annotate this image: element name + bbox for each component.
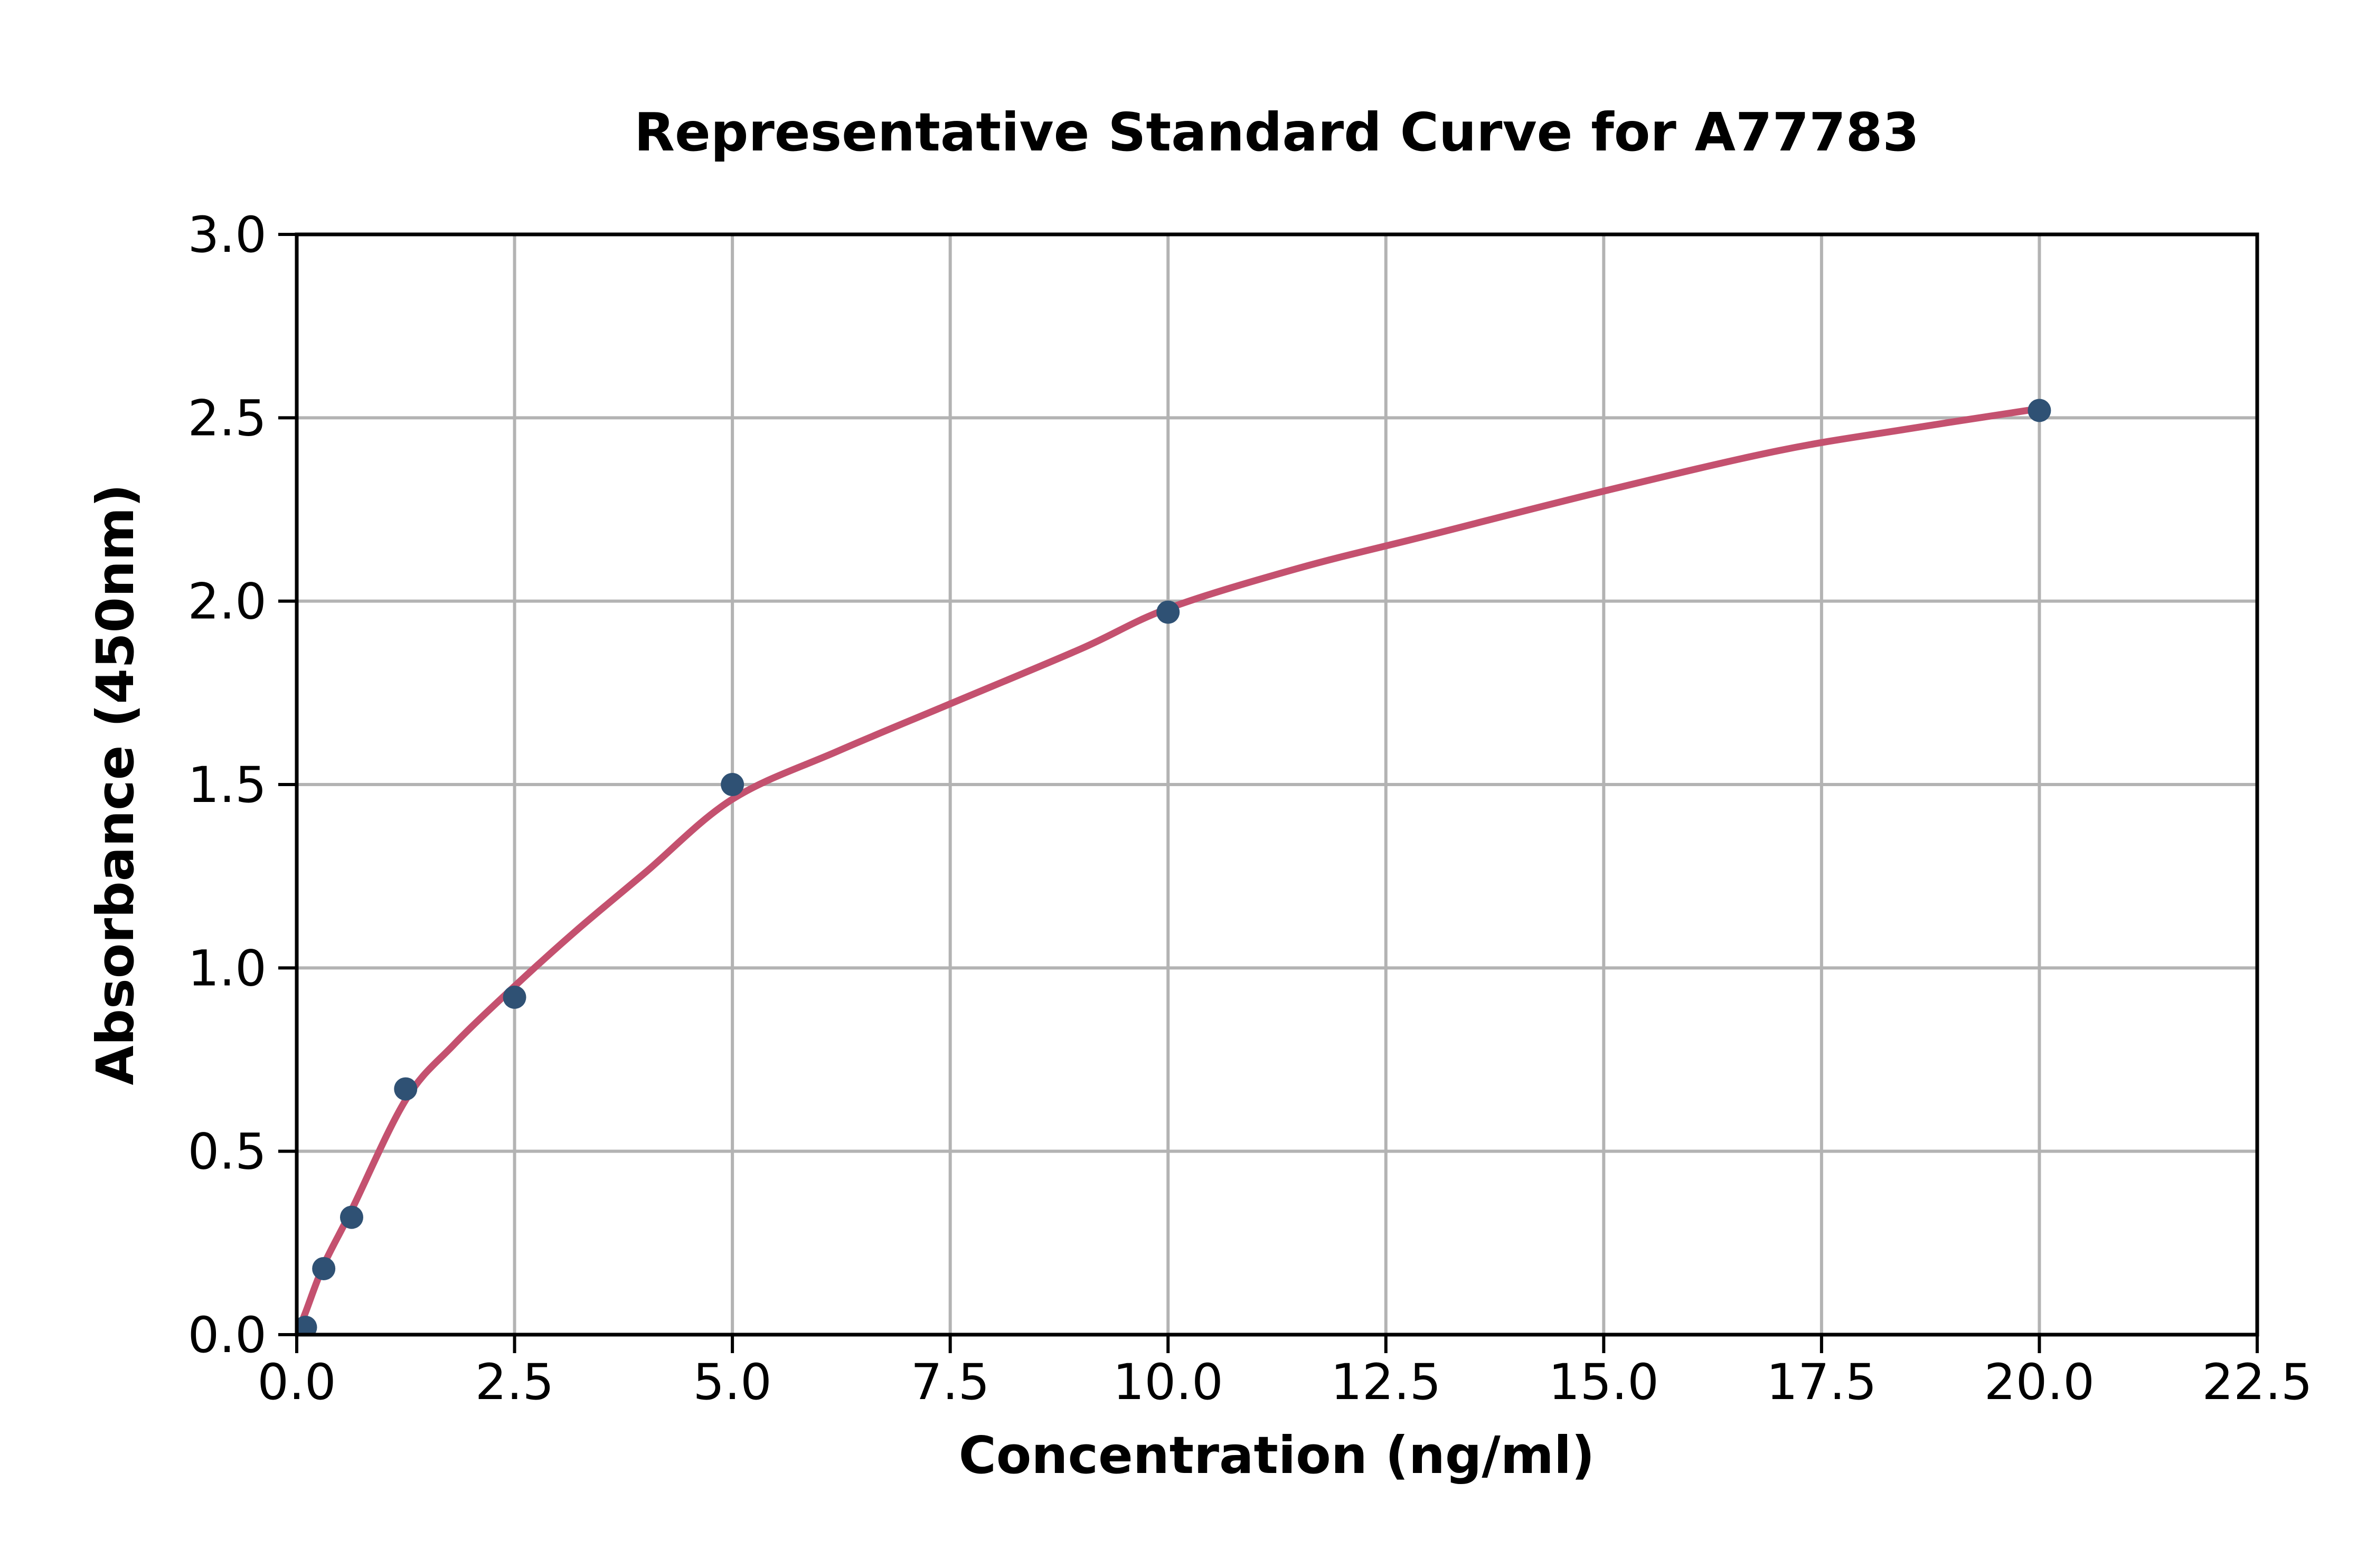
data-points <box>297 399 2051 1335</box>
data-point <box>503 985 526 1009</box>
x-axis-label: Concentration (ng/ml) <box>959 1425 1595 1485</box>
data-point <box>312 1257 336 1280</box>
data-point <box>340 1205 363 1229</box>
x-tick-label: 0.0 <box>257 1354 336 1411</box>
y-tick-label: 1.5 <box>188 757 267 814</box>
data-point <box>394 1077 418 1101</box>
y-tick-label: 2.0 <box>188 573 267 631</box>
x-tick-label: 15.0 <box>1549 1354 1659 1411</box>
x-tick-label: 2.5 <box>475 1354 554 1411</box>
data-point <box>2028 399 2051 422</box>
y-tick-label: 0.0 <box>188 1307 267 1364</box>
y-tick-label: 2.5 <box>188 390 267 447</box>
tick-labels: 0.0 2.5 5.0 7.5 10.0 12.5 15.0 17.5 20.0 22.5 0.0 0… <box>188 206 2313 1411</box>
x-tick-label: 12.5 <box>1331 1354 1441 1411</box>
y-axis-label: Absorbance (450nm) <box>86 484 145 1085</box>
x-tick-label: 20.0 <box>1984 1354 2095 1411</box>
data-point <box>721 773 744 796</box>
data-point <box>297 1316 317 1335</box>
x-tick-label: 17.5 <box>1766 1354 1877 1411</box>
chart-title: Representative Standard Curve for A77783 <box>634 101 1919 163</box>
x-tick-label: 22.5 <box>2202 1354 2312 1411</box>
gridlines <box>297 234 2257 1335</box>
x-tick-label: 7.5 <box>911 1354 990 1411</box>
tick-marks <box>278 233 2259 1353</box>
y-tick-label: 3.0 <box>188 206 267 264</box>
y-tick-label: 0.5 <box>188 1123 267 1181</box>
data-point <box>1156 600 1180 624</box>
data-layer <box>297 399 2051 1335</box>
y-tick-label: 1.0 <box>188 940 267 997</box>
x-tick-label: 10.0 <box>1113 1354 1223 1411</box>
x-tick-label: 5.0 <box>693 1354 772 1411</box>
